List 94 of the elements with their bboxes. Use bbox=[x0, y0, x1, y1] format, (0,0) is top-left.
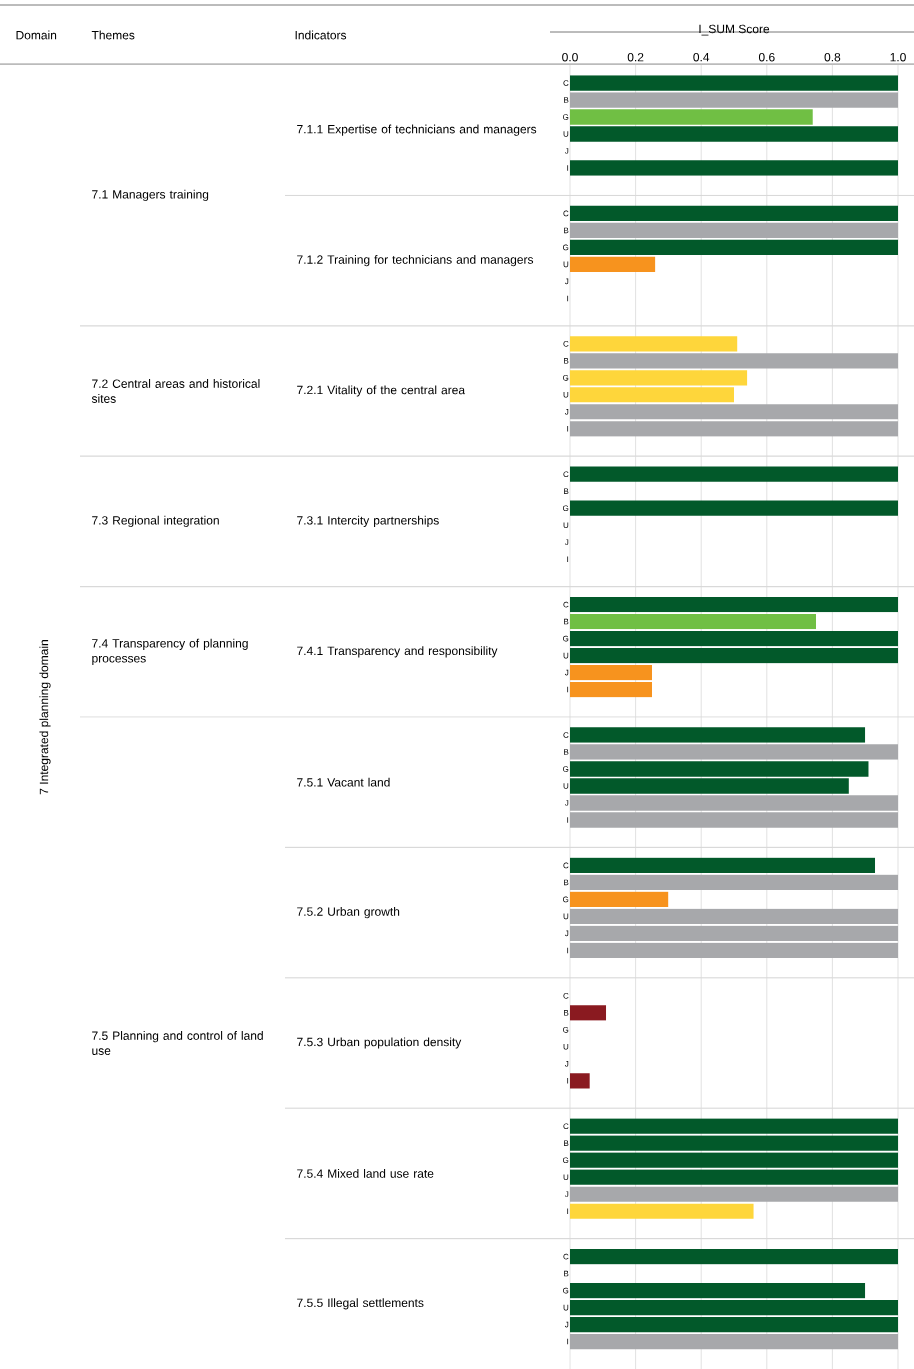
y-tick-label: U bbox=[563, 261, 569, 268]
y-tick-label: C bbox=[563, 471, 569, 478]
y-tick-label: C bbox=[563, 80, 569, 86]
y-tick-label: C bbox=[563, 340, 569, 347]
y-axis-title: 7.5.2 Urban growth bbox=[297, 907, 400, 919]
y-tick-label: J bbox=[564, 539, 569, 545]
y-tick-label: G bbox=[562, 1026, 569, 1033]
y-tick-label: C bbox=[563, 1123, 569, 1130]
x-tick-label: 0.0 bbox=[562, 52, 578, 62]
y-tick-label: I bbox=[567, 817, 569, 823]
y-tick-label: I bbox=[567, 1338, 569, 1345]
y-tick-label: J bbox=[564, 148, 569, 154]
y-tick-label: I bbox=[567, 295, 569, 302]
y-tick-label: B bbox=[564, 488, 569, 494]
y-tick-label: B bbox=[564, 1270, 569, 1277]
x-tick-label: 0.2 bbox=[627, 52, 644, 62]
y-tick-label: I bbox=[567, 686, 569, 693]
y-tick-label: I bbox=[567, 1208, 569, 1214]
y-tick-label: U bbox=[563, 913, 569, 920]
bar bbox=[570, 727, 866, 743]
y-tick-label: J bbox=[564, 930, 569, 937]
y-tick-label: B bbox=[564, 1010, 569, 1016]
bar bbox=[570, 404, 898, 420]
y-tick-label: U bbox=[563, 783, 569, 789]
y-tick-label: U bbox=[563, 1174, 569, 1181]
y-tick-label: J bbox=[564, 1061, 569, 1067]
y-tick-label: U bbox=[563, 1304, 569, 1311]
text: Themes bbox=[91, 30, 135, 40]
y-tick-label: C bbox=[563, 862, 569, 869]
text: 7.2 Central areas and historical sites bbox=[91, 379, 260, 403]
y-tick-label: U bbox=[563, 131, 569, 137]
y-tick-label: C bbox=[563, 601, 569, 608]
y-tick-label: U bbox=[563, 522, 569, 528]
y-tick-label: I bbox=[567, 426, 569, 432]
y-tick-label: G bbox=[562, 635, 569, 642]
y-tick-label: I bbox=[567, 556, 569, 562]
text: Indicators bbox=[295, 30, 347, 40]
bar bbox=[570, 353, 898, 369]
y-tick-label: U bbox=[563, 392, 569, 398]
bar bbox=[570, 421, 898, 437]
text: 7 Integrated planning domain bbox=[39, 640, 51, 795]
y-axis-title: 7.1.2 Training for technicians and managers bbox=[297, 255, 534, 267]
y-tick-label: J bbox=[564, 278, 569, 285]
text: 7.4 Transparency of planning processes bbox=[92, 638, 248, 665]
y-axis-title: 7.4.1 Transparency and responsibility bbox=[297, 646, 498, 658]
text: Domain bbox=[16, 30, 57, 40]
y-tick-label: B bbox=[564, 749, 569, 755]
y-tick-label: I bbox=[567, 165, 569, 171]
y-axis-title: 7.2.1 Vitality of the central area bbox=[297, 385, 466, 397]
y-axis-title: 7.5.1 Vacant land bbox=[297, 777, 390, 787]
bar bbox=[570, 336, 738, 352]
y-tick-label: J bbox=[564, 669, 569, 676]
y-tick-label: I bbox=[567, 947, 569, 954]
y-axis-title: 7.1.1 Expertise of technicians and managers bbox=[297, 124, 537, 136]
x-tick-label: 1.0 bbox=[890, 52, 906, 62]
y-tick-label: J bbox=[564, 800, 569, 806]
bar bbox=[570, 744, 898, 760]
y-tick-label: G bbox=[562, 114, 569, 120]
y-tick-label: G bbox=[562, 1287, 569, 1294]
y-axis-title: 7.5.4 Mixed land use rate bbox=[297, 1169, 434, 1178]
x-tick-label: 0.6 bbox=[758, 52, 775, 62]
y-tick-label: C bbox=[563, 992, 569, 999]
y-tick-label: G bbox=[562, 505, 569, 512]
y-tick-label: J bbox=[564, 1191, 569, 1198]
y-tick-label: J bbox=[564, 409, 569, 415]
y-tick-label: B bbox=[564, 618, 569, 625]
text: 7.1 Managers training bbox=[92, 189, 209, 201]
y-tick-label: C bbox=[563, 732, 569, 738]
y-tick-label: G bbox=[562, 1157, 569, 1164]
y-axis-title: 7.3.1 Intercity partnerships bbox=[297, 515, 439, 528]
text: 7.3 Regional integration bbox=[92, 515, 219, 528]
y-tick-label: G bbox=[562, 374, 569, 381]
y-axis-title: 7.5.3 Urban population density bbox=[297, 1037, 462, 1049]
bar bbox=[570, 370, 748, 386]
y-tick-label: G bbox=[562, 244, 569, 251]
y-axis-title: 7.5.5 Illegal settlements bbox=[297, 1298, 424, 1310]
y-tick-label: B bbox=[564, 97, 569, 103]
y-tick-label: B bbox=[564, 879, 569, 886]
x-tick-label: 0.8 bbox=[824, 52, 841, 62]
bar bbox=[570, 387, 734, 403]
y-tick-label: B bbox=[564, 1140, 569, 1146]
y-tick-label: U bbox=[563, 652, 569, 659]
y-tick-label: G bbox=[562, 766, 569, 772]
x-tick-label: 0.4 bbox=[693, 52, 710, 62]
x-axis-title: I_SUM Score bbox=[699, 24, 770, 36]
y-tick-label: I bbox=[567, 1078, 569, 1084]
y-tick-label: U bbox=[563, 1044, 569, 1050]
y-tick-label: C bbox=[563, 210, 569, 217]
y-tick-label: B bbox=[564, 358, 569, 364]
y-tick-label: G bbox=[562, 896, 569, 903]
y-tick-label: J bbox=[564, 1321, 569, 1328]
y-tick-label: C bbox=[563, 1253, 569, 1260]
y-tick-label: B bbox=[564, 227, 569, 234]
text: 7.5 Planning and control of land use bbox=[92, 1031, 263, 1055]
